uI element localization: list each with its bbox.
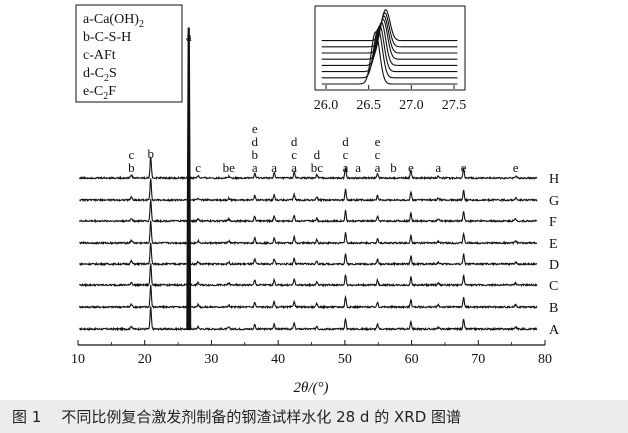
xrd-trace-F: [78, 198, 538, 224]
peak-label: d: [252, 134, 259, 149]
x-tick-label: 40: [271, 352, 285, 367]
peak-label: b: [128, 160, 135, 175]
x-tick-label: 60: [405, 352, 419, 367]
figure-caption: 图 1 不同比例复合激发剂制备的钢渣试样水化 28 d 的 XRD 图谱: [0, 400, 628, 433]
peak-label: b: [390, 160, 397, 175]
peak-label: c: [343, 147, 349, 162]
peak-label: d: [342, 134, 349, 149]
peak-label: a: [252, 160, 258, 175]
x-tick-label: 50: [338, 352, 352, 367]
peak-label: a: [343, 160, 349, 175]
legend-entry: e-C2F: [83, 84, 116, 102]
legend-entry: c-AFt: [83, 48, 116, 63]
peak-label: e: [252, 121, 258, 136]
peak-label: a: [291, 160, 297, 175]
inset-trace: [321, 12, 458, 48]
peak-label: c: [195, 160, 201, 175]
figure-caption-text: 不同比例复合激发剂制备的钢渣试样水化 28 d 的 XRD 图谱: [61, 408, 462, 426]
xrd-trace-G: [79, 178, 538, 203]
x-tick-label: 30: [204, 352, 218, 367]
peak-label: be: [223, 160, 236, 175]
inset-trace: [321, 21, 458, 66]
peak-label: c: [375, 147, 381, 162]
peak-label: c: [128, 147, 134, 162]
xrd-trace-E: [78, 220, 538, 246]
x-axis-title: 2θ/(°): [293, 380, 328, 396]
inset-trace: [321, 31, 458, 85]
sample-label-F: F: [549, 215, 557, 230]
peak-label: b: [147, 146, 154, 161]
peak-label: a: [355, 160, 361, 175]
main-plot: [78, 27, 538, 332]
legend-entry: a-Ca(OH)2: [83, 12, 144, 30]
peak-label: a: [375, 160, 381, 175]
peak-label: a: [186, 29, 192, 44]
x-axis: 10 20 30 40 50 60 70 80: [71, 340, 552, 367]
peak-label: e: [461, 160, 467, 175]
xrd-trace-A: [79, 306, 538, 332]
sample-label-H: H: [549, 172, 559, 187]
legend-entry: d-C2S: [83, 66, 117, 84]
peak-label: e: [513, 160, 519, 175]
peak-label: bc: [311, 160, 324, 175]
inset-plot: 26.0 26.5 27.0 27.5: [314, 5, 467, 113]
inset-x-tick-label: 27.0: [399, 98, 424, 113]
sample-label-G: G: [549, 194, 559, 209]
inset-trace: [321, 8, 458, 42]
peak-label: a: [435, 160, 441, 175]
figure-number: 图 1: [12, 408, 42, 426]
peak-label: c: [291, 147, 297, 162]
inset-trace: [321, 15, 458, 54]
inset-x-tick-label: 27.5: [442, 98, 467, 113]
peak-label: b: [252, 147, 259, 162]
xrd-trace-H: [78, 156, 538, 181]
sample-label-C: C: [549, 279, 558, 294]
x-tick-label: 80: [538, 352, 552, 367]
inset-x-tick-label: 26.5: [356, 98, 381, 113]
sample-label-A: A: [549, 323, 560, 338]
x-tick-label: 70: [471, 352, 485, 367]
peak-label: d: [314, 147, 321, 162]
main-peak: [186, 27, 192, 331]
peak-label: e: [408, 160, 414, 175]
legend-box: [75, 4, 183, 103]
inset-trace: [321, 27, 458, 79]
inset-trace: [321, 24, 458, 73]
sample-label-B: B: [549, 301, 558, 316]
peak-label: a: [271, 160, 277, 175]
x-tick-label: 10: [71, 352, 85, 367]
inset-x-tick-label: 26.0: [314, 98, 339, 113]
peak-label: e: [375, 134, 381, 149]
legend-entry: b-C-S-H: [83, 30, 131, 45]
xrd-trace-D: [79, 242, 538, 267]
peak-label: d: [291, 134, 298, 149]
xrd-trace-B: [78, 284, 538, 310]
x-tick-label: 20: [138, 352, 152, 367]
inset-trace: [321, 18, 458, 60]
sample-label-E: E: [549, 237, 558, 252]
sample-label-D: D: [549, 258, 559, 273]
xrd-trace-C: [78, 263, 538, 288]
